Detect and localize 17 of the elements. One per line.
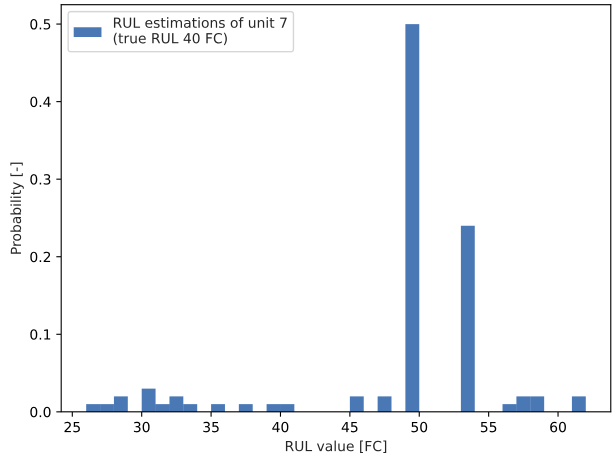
y-tick-label: 0.5 bbox=[30, 19, 50, 30]
y-tick-label: 0.4 bbox=[30, 96, 51, 108]
x-axis-title: RUL value [FC] bbox=[286, 440, 386, 453]
x-tick-label: 60 bbox=[550, 422, 566, 432]
y-axis-title: Probability [-] bbox=[10, 162, 24, 254]
x-tick-label: 45 bbox=[342, 422, 358, 432]
x-tick-label: 50 bbox=[411, 422, 428, 432]
y-tick-label: 0.3 bbox=[30, 174, 50, 185]
x-tick-label: 25 bbox=[64, 422, 80, 432]
y-tick-label: 0.1 bbox=[30, 329, 50, 340]
x-tick-label: 40 bbox=[272, 422, 288, 432]
y-tick-label: 0.0 bbox=[30, 406, 51, 418]
x-tick-label: 55 bbox=[480, 422, 496, 432]
y-tick-label: 0.2 bbox=[30, 252, 50, 262]
legend-label: RUL estimations of unit 7 (true RUL 40 FC) bbox=[114, 17, 287, 46]
x-tick-label: 35 bbox=[203, 422, 219, 432]
x-tick-label: 30 bbox=[134, 422, 150, 432]
